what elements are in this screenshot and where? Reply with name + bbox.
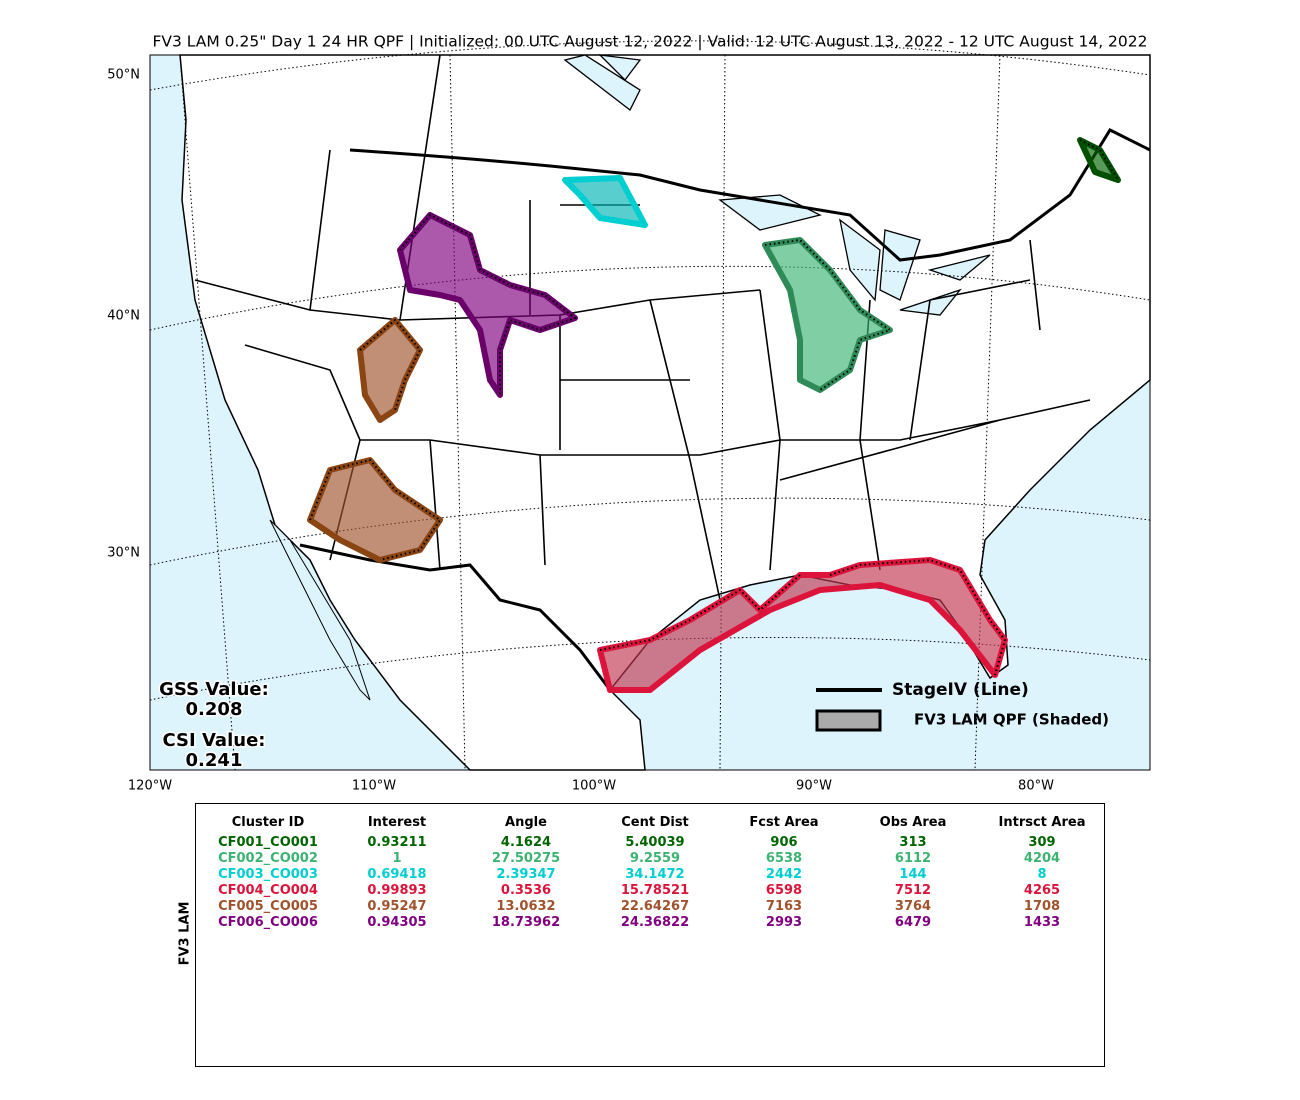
- table-cell: 7163: [765, 899, 803, 914]
- column-header: Interest: [367, 815, 427, 830]
- lat-label: 40°N: [107, 309, 140, 324]
- gss-value: 0.208: [186, 699, 243, 720]
- table-cell: 9.2559: [629, 851, 681, 866]
- table-cell: 0.69418: [367, 867, 427, 882]
- gss-label: GSS Value:: [159, 679, 269, 700]
- table-cell: 2.39347: [496, 867, 556, 882]
- legend-label: StageIV (Line): [892, 680, 1029, 700]
- side-label: FV3 LAM: [177, 901, 193, 966]
- table-cell: 4.1624: [500, 835, 552, 850]
- column-header: Intrsct Area: [998, 815, 1086, 830]
- table-cell: 2993: [765, 915, 803, 930]
- table-cell: 0.93211: [367, 835, 427, 850]
- column-header: Fcst Area: [749, 815, 819, 830]
- table-cell: CF003_CO003: [218, 867, 318, 882]
- table-cell: 22.64267: [620, 899, 690, 914]
- table-cell: 0.95247: [367, 899, 427, 914]
- table-cell: 6479: [894, 915, 932, 930]
- table-cell: 906: [770, 835, 798, 850]
- table-cell: CF006_CO006: [218, 915, 318, 930]
- column-header: Angle: [505, 815, 547, 830]
- table-cell: 0.3536: [500, 883, 552, 898]
- table-cell: 1: [392, 851, 402, 866]
- cluster-4: [597, 557, 1008, 693]
- table-cell: 4204: [1023, 851, 1061, 866]
- table-cell: CF001_CO001: [218, 835, 318, 850]
- table-cell: 1433: [1023, 915, 1061, 930]
- table-cell: CF005_CO005: [218, 899, 318, 914]
- title: FV3 LAM 0.25" Day 1 24 HR QPF | Initiali…: [152, 33, 1147, 51]
- lat-label: 50°N: [107, 68, 140, 83]
- csi-label: CSI Value:: [163, 730, 266, 751]
- table-cell: 4265: [1023, 883, 1061, 898]
- table-cell: 2442: [765, 867, 803, 882]
- csi-value: 0.241: [186, 750, 243, 771]
- stats-table: Cluster ID Interest Angle Cent Dist Fcst Are…: [195, 803, 1105, 1067]
- column-header: Cent Dist: [621, 815, 689, 830]
- table-cell: 313: [899, 835, 927, 850]
- legend-swatch: [815, 709, 882, 732]
- lon-label: 100°W: [572, 779, 616, 794]
- table-cell: 13.0632: [496, 899, 556, 914]
- cluster-3: [562, 175, 648, 228]
- table-cell: 6538: [765, 851, 803, 866]
- table-cell: 15.78521: [620, 883, 690, 898]
- table-cell: 5.40039: [625, 835, 685, 850]
- gulf-of-california: [269, 519, 371, 701]
- table-cell: 0.94305: [367, 915, 427, 930]
- table-cell: 18.73962: [491, 915, 561, 930]
- map: FV3 LAM 0.25" Day 1 24 HR QPF | Initiali…: [107, 33, 1151, 794]
- cluster-2: [762, 237, 893, 393]
- column-header: Cluster ID: [231, 815, 305, 830]
- table-cell: 6598: [765, 883, 803, 898]
- table-cell: 309: [1028, 835, 1056, 850]
- table-cell: 3764: [894, 899, 932, 914]
- table-cell: CF002_CO002: [218, 851, 318, 866]
- lat-label: 30°N: [107, 546, 140, 561]
- cluster-6: [397, 212, 578, 398]
- table-cell: 34.1472: [625, 867, 685, 882]
- legend-label: FV3 LAM QPF (Shaded): [914, 711, 1109, 729]
- table-cell: 24.36822: [620, 915, 690, 930]
- us-canada-border: [349, 128, 1151, 262]
- lakes: [563, 54, 991, 316]
- table-cell: 144: [899, 867, 927, 882]
- table-cell: 27.50275: [491, 851, 561, 866]
- lon-label: 120°W: [128, 779, 172, 794]
- table-cell: 8: [1037, 867, 1047, 882]
- table-cell: CF004_CO004: [218, 883, 318, 898]
- lon-label: 90°W: [796, 779, 832, 794]
- table-cell: 7512: [894, 883, 932, 898]
- table-cell: 0.99893: [367, 883, 427, 898]
- map-frame: [149, 54, 1151, 771]
- column-header: Obs Area: [879, 815, 947, 830]
- lon-label: 80°W: [1018, 779, 1054, 794]
- table-cell: 1708: [1023, 899, 1061, 914]
- table-cell: 6112: [894, 851, 932, 866]
- lon-label: 110°W: [352, 779, 396, 794]
